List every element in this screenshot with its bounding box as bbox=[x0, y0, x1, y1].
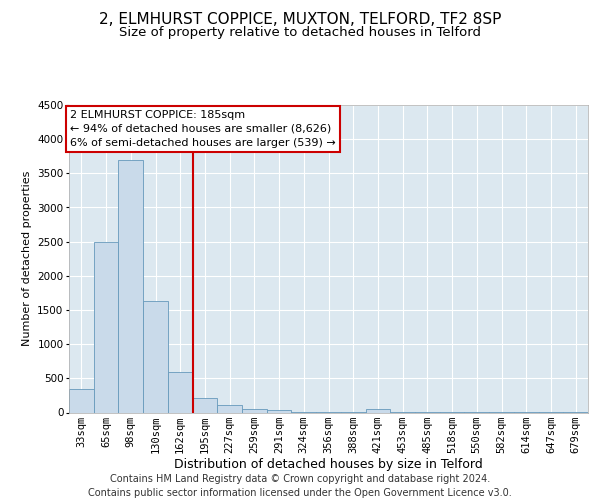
Text: 2 ELMHURST COPPICE: 185sqm
← 94% of detached houses are smaller (8,626)
6% of se: 2 ELMHURST COPPICE: 185sqm ← 94% of deta… bbox=[70, 110, 336, 148]
Bar bbox=[118, 160, 143, 412]
Text: 2, ELMHURST COPPICE, MUXTON, TELFORD, TF2 8SP: 2, ELMHURST COPPICE, MUXTON, TELFORD, TF… bbox=[99, 12, 501, 28]
Bar bbox=[69, 388, 94, 412]
X-axis label: Distribution of detached houses by size in Telford: Distribution of detached houses by size … bbox=[174, 458, 483, 471]
Bar bbox=[168, 372, 193, 412]
Bar bbox=[267, 410, 292, 412]
Bar bbox=[242, 408, 267, 412]
Bar bbox=[365, 408, 390, 412]
Bar bbox=[143, 302, 168, 412]
Bar bbox=[94, 242, 118, 412]
Text: Contains HM Land Registry data © Crown copyright and database right 2024.
Contai: Contains HM Land Registry data © Crown c… bbox=[88, 474, 512, 498]
Text: Size of property relative to detached houses in Telford: Size of property relative to detached ho… bbox=[119, 26, 481, 39]
Y-axis label: Number of detached properties: Number of detached properties bbox=[22, 171, 32, 346]
Bar bbox=[217, 406, 242, 412]
Bar bbox=[193, 398, 217, 412]
